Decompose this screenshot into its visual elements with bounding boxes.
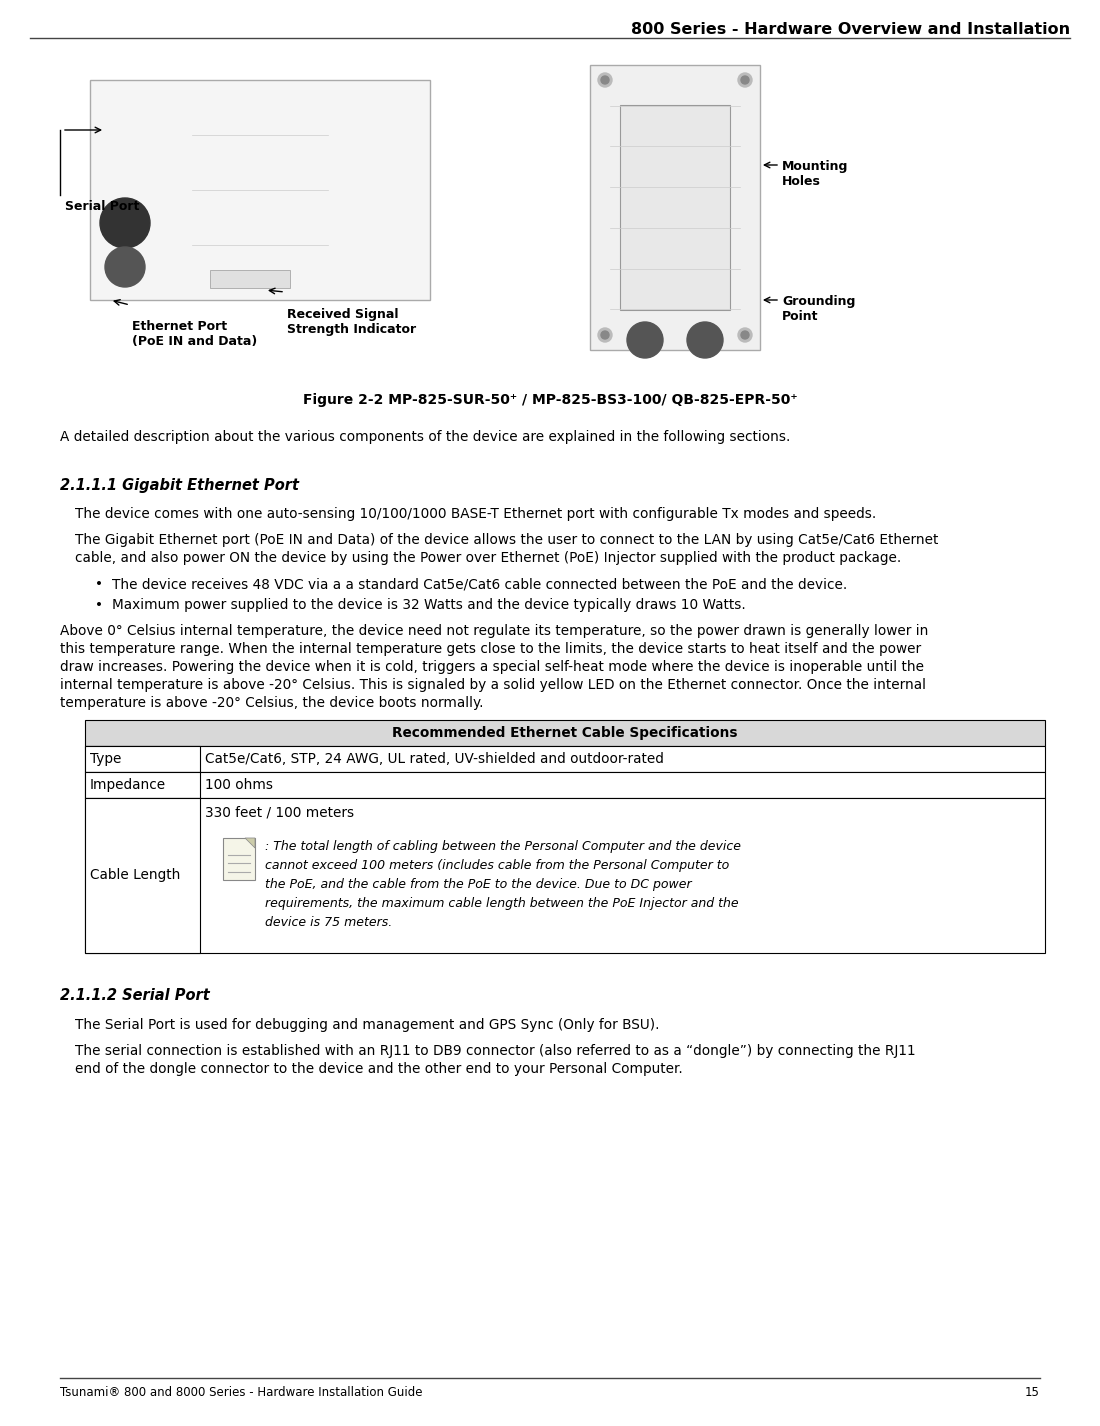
Text: 800 Series - Hardware Overview and Installation: 800 Series - Hardware Overview and Insta… (631, 21, 1070, 37)
Circle shape (738, 328, 752, 342)
Bar (85, 746, 1045, 771)
Circle shape (741, 331, 749, 339)
Text: The Gigabit Ethernet port (PoE IN and Data) of the device allows the user to con: The Gigabit Ethernet port (PoE IN and Da… (75, 533, 938, 548)
Circle shape (598, 73, 612, 87)
Text: Above 0° Celsius internal temperature, the device need not regulate its temperat: Above 0° Celsius internal temperature, t… (60, 625, 928, 637)
Text: Serial Port: Serial Port (65, 200, 140, 212)
Circle shape (627, 322, 663, 358)
Bar (85, 771, 200, 799)
Text: 330 feet / 100 meters: 330 feet / 100 meters (205, 806, 354, 820)
Text: end of the dongle connector to the device and the other end to your Personal Com: end of the dongle connector to the devic… (75, 1062, 683, 1077)
Text: The Serial Port is used for debugging and management and GPS Sync (Only for BSU): The Serial Port is used for debugging an… (75, 1018, 660, 1032)
Text: The device comes with one auto-sensing 10/100/1000 BASE-T Ethernet port with con: The device comes with one auto-sensing 1… (75, 508, 877, 520)
Text: temperature is above -20° Celsius, the device boots normally.: temperature is above -20° Celsius, the d… (60, 696, 484, 710)
Bar (223, 838, 255, 880)
Text: cable, and also power ON the device by using the Power over Ethernet (PoE) Injec: cable, and also power ON the device by u… (75, 550, 901, 565)
Text: The device receives 48 VDC via a a standard Cat5e/Cat6 cable connected between t: The device receives 48 VDC via a a stand… (112, 578, 847, 590)
Text: the PoE, and the cable from the PoE to the device. Due to DC power: the PoE, and the cable from the PoE to t… (265, 878, 692, 891)
Text: 2.1.1.1 Gigabit Ethernet Port: 2.1.1.1 Gigabit Ethernet Port (60, 478, 299, 493)
Circle shape (601, 331, 609, 339)
Text: Figure 2-2 MP-825-SUR-50⁺ / MP-825-BS3-100/ QB-825-EPR-50⁺: Figure 2-2 MP-825-SUR-50⁺ / MP-825-BS3-1… (302, 394, 798, 406)
Bar (210, 270, 290, 288)
Bar (590, 66, 760, 349)
Circle shape (688, 322, 723, 358)
Text: this temperature range. When the internal temperature gets close to the limits, : this temperature range. When the interna… (60, 642, 921, 656)
Text: A detailed description about the various components of the device are explained : A detailed description about the various… (60, 431, 791, 443)
Bar (85, 799, 1045, 953)
Bar (85, 720, 1045, 746)
Circle shape (601, 76, 609, 84)
Circle shape (104, 247, 145, 287)
Text: Impedance: Impedance (90, 779, 166, 791)
Circle shape (741, 76, 749, 84)
Text: internal temperature is above -20° Celsius. This is signaled by a solid yellow L: internal temperature is above -20° Celsi… (60, 677, 926, 692)
Bar (85, 799, 200, 953)
Circle shape (100, 198, 150, 248)
Bar (620, 106, 730, 309)
Text: Ethernet Port
(PoE IN and Data): Ethernet Port (PoE IN and Data) (132, 319, 257, 348)
Circle shape (738, 73, 752, 87)
Text: Type: Type (90, 752, 121, 766)
Text: Tsunami® 800 and 8000 Series - Hardware Installation Guide: Tsunami® 800 and 8000 Series - Hardware … (60, 1386, 422, 1399)
Text: 2.1.1.2 Serial Port: 2.1.1.2 Serial Port (60, 988, 210, 1002)
Text: •: • (95, 578, 103, 590)
Bar (90, 80, 430, 299)
Text: Received Signal
Strength Indicator: Received Signal Strength Indicator (287, 308, 416, 337)
Text: Cat5e/Cat6, STP, 24 AWG, UL rated, UV-shielded and outdoor-rated: Cat5e/Cat6, STP, 24 AWG, UL rated, UV-sh… (205, 752, 664, 766)
Text: Grounding
Point: Grounding Point (782, 295, 856, 324)
Polygon shape (245, 838, 255, 848)
Text: cannot exceed 100 meters (includes cable from the Personal Computer to: cannot exceed 100 meters (includes cable… (265, 858, 729, 873)
Text: Recommended Ethernet Cable Specifications: Recommended Ethernet Cable Specification… (393, 726, 738, 740)
Text: : The total length of cabling between the Personal Computer and the device: : The total length of cabling between th… (265, 840, 741, 853)
Text: 100 ohms: 100 ohms (205, 779, 273, 791)
Bar (85, 771, 1045, 799)
Text: draw increases. Powering the device when it is cold, triggers a special self-hea: draw increases. Powering the device when… (60, 660, 924, 674)
Text: The serial connection is established with an RJ11 to DB9 connector (also referre: The serial connection is established wit… (75, 1044, 915, 1058)
Bar (85, 746, 200, 771)
Text: •: • (95, 597, 103, 612)
Text: 15: 15 (1025, 1386, 1040, 1399)
Text: Cable Length: Cable Length (90, 868, 180, 883)
Text: device is 75 meters.: device is 75 meters. (265, 915, 393, 928)
Text: requirements, the maximum cable length between the PoE Injector and the: requirements, the maximum cable length b… (265, 897, 738, 910)
Text: Maximum power supplied to the device is 32 Watts and the device typically draws : Maximum power supplied to the device is … (112, 597, 746, 612)
Text: Mounting
Holes: Mounting Holes (782, 160, 848, 188)
Circle shape (598, 328, 612, 342)
